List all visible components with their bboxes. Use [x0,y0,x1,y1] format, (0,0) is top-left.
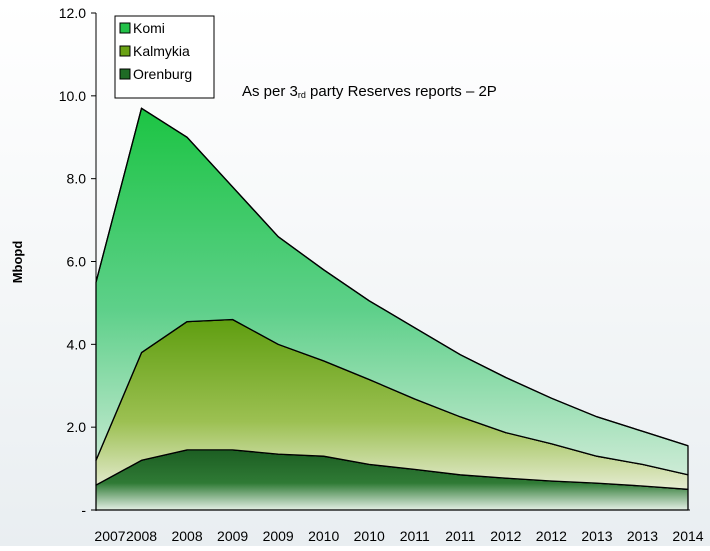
x-tick-label: 2013 [627,528,658,544]
legend-swatch-kalmykia [119,45,131,57]
y-tick-label: 2.0 [67,419,87,435]
legend-swatch-orenburg [119,68,131,80]
y-tick-label: 10.0 [59,88,86,104]
x-tick-label: 2013 [581,528,612,544]
x-tick-label: 2007 [94,528,125,544]
y-tick-label: 12.0 [59,5,86,21]
legend-label-orenburg: Orenburg [133,66,192,82]
legend-label-komi: Komi [133,20,165,36]
y-tick-label: 4.0 [67,336,87,352]
x-tick-label: 2012 [536,528,567,544]
x-tick-label: 2012 [490,528,521,544]
annotation-text: As per 3rd party Reserves reports – 2P [242,83,497,100]
y-tick-label: - [81,502,86,518]
series-line-komi [95,107,689,447]
x-tick-label: 2011 [400,528,430,544]
x-tick-label: 2014 [672,528,703,544]
x-tick-label: 2008 [126,528,157,544]
x-tick-label: 2010 [354,528,385,544]
y-axis-label: Mbopd [10,241,25,284]
y-tick-label: 8.0 [67,171,87,187]
x-tick-label: 2009 [263,528,294,544]
x-tick-label: 2008 [171,528,202,544]
x-tick-label: 2009 [217,528,248,544]
x-tick-label: 2010 [308,528,339,544]
x-tick-label: 2011 [445,528,475,544]
y-tick-label: 6.0 [67,254,87,270]
legend-box [114,15,215,99]
legend-swatch-komi [119,22,131,34]
legend-label-kalmykia: Kalmykia [133,43,190,59]
